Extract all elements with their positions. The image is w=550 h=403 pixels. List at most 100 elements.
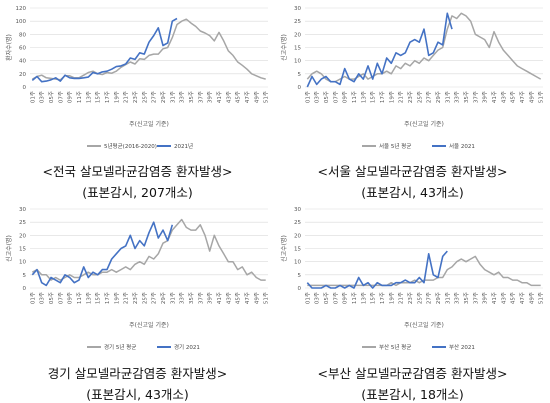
x-axis-title: 주(신고일 기준) <box>129 120 169 128</box>
y-tick-label: 10 <box>294 260 301 266</box>
chart-gyeonggi: 0 5 10 15 20 25 30 01주 03주 05주 07주 09주 11주 13주 15주 17주 1… <box>5 207 270 351</box>
series-line <box>306 250 448 289</box>
x-tick-label: 09주 <box>342 91 349 103</box>
x-axis-title: 주(신고일 기준) <box>404 321 444 329</box>
x-tick-label: 19주 <box>388 91 395 103</box>
x-tick-label: 41주 <box>491 91 498 103</box>
chart-caption-title: <부산 살모넬라균감염증 환자발생> <box>317 366 508 381</box>
legend-label: 경기 2021 <box>174 343 200 351</box>
x-tick-label: 17주 <box>379 91 386 103</box>
x-tick-label: 01주 <box>29 91 36 103</box>
x-tick-label: 17주 <box>104 292 111 304</box>
x-tick-label: 03주 <box>39 292 46 304</box>
x-tick-label: 47주 <box>519 91 526 103</box>
x-tick-label: 13주 <box>85 91 92 103</box>
x-tick-label: 33주 <box>179 91 186 103</box>
legend-label: 부산 5년 평균 <box>379 343 411 351</box>
x-tick-label: 41주 <box>216 292 223 304</box>
y-tick-label: 20 <box>294 233 301 239</box>
chart-caption-title: <서울 살모넬라균감염증 환자발생> <box>317 164 508 179</box>
x-tick-label: 15주 <box>95 292 102 304</box>
x-tick-label: 07주 <box>57 91 64 103</box>
x-tick-label: 01주 <box>304 91 311 103</box>
x-tick-label: 37주 <box>197 292 204 304</box>
y-tick-label: 20 <box>19 233 26 239</box>
x-tick-label: 45주 <box>235 91 242 103</box>
x-tick-label: 35주 <box>463 292 470 304</box>
y-tick-label: 20 <box>19 72 26 78</box>
x-tick-label: 51주 <box>538 292 545 304</box>
x-tick-label: 07주 <box>332 91 339 103</box>
x-tick-label: 21주 <box>123 91 130 103</box>
y-tick-label: 80 <box>19 32 26 38</box>
x-axis-title: 주(신고일 기준) <box>404 120 444 128</box>
x-tick-label: 05주 <box>323 292 330 304</box>
x-tick-label: 43주 <box>500 91 507 103</box>
x-tick-label: 05주 <box>48 91 55 103</box>
y-axis-title: 신고수(명) <box>280 34 288 61</box>
x-tick-label: 35주 <box>463 91 470 103</box>
chart-caption-subtitle: (표본감시, 18개소) <box>361 387 464 402</box>
chart-busan: 0 5 10 15 20 25 30 01주 03주 05주 07주 09주 11주 13주 15주 17주 1… <box>280 207 545 351</box>
y-tick-label: 5 <box>298 273 302 279</box>
x-tick-label: 23주 <box>407 91 414 103</box>
y-tick-label: 30 <box>294 6 301 12</box>
x-tick-label: 09주 <box>67 91 74 103</box>
x-tick-label: 37주 <box>472 91 479 103</box>
x-tick-label: 15주 <box>95 91 102 103</box>
y-tick-label: 5 <box>23 273 27 279</box>
x-tick-label: 45주 <box>510 292 517 304</box>
x-tick-label: 25주 <box>141 292 148 304</box>
x-tick-label: 45주 <box>510 91 517 103</box>
x-tick-label: 37주 <box>472 292 479 304</box>
y-tick-label: 30 <box>19 207 26 213</box>
x-tick-label: 11주 <box>351 292 358 304</box>
x-tick-label: 23주 <box>132 292 139 304</box>
y-tick-label: 25 <box>294 220 301 226</box>
series-line <box>31 17 178 83</box>
x-tick-label: 17주 <box>104 91 111 103</box>
x-tick-label: 33주 <box>179 292 186 304</box>
x-tick-label: 47주 <box>244 91 251 103</box>
y-tick-label: 120 <box>16 6 27 12</box>
x-tick-label: 35주 <box>188 91 195 103</box>
chart-seoul: 0 5 10 15 20 25 30 01주 03주 05주 07주 09주 11주 13주 15주 17주 1… <box>280 6 545 150</box>
y-tick-label: 60 <box>19 46 26 52</box>
x-tick-label: 49주 <box>253 91 260 103</box>
x-tick-label: 05주 <box>323 91 330 103</box>
x-tick-label: 41주 <box>216 91 223 103</box>
x-tick-label: 45주 <box>235 292 242 304</box>
x-tick-label: 09주 <box>67 292 74 304</box>
x-tick-label: 35주 <box>188 292 195 304</box>
x-tick-label: 31주 <box>444 91 451 103</box>
legend-label: 경기 5년 평균 <box>104 343 136 351</box>
x-tick-label: 33주 <box>454 91 461 103</box>
x-tick-label: 33주 <box>454 292 461 304</box>
x-tick-label: 49주 <box>253 292 260 304</box>
y-tick-label: 0 <box>298 85 302 91</box>
x-tick-label: 07주 <box>57 292 64 304</box>
x-tick-label: 27주 <box>426 292 433 304</box>
chart-panel-seoul: 0 5 10 15 20 25 30 01주 03주 05주 07주 09주 11주 13주 15주 17주 1… <box>275 0 550 201</box>
y-tick-label: 100 <box>16 19 27 25</box>
x-tick-label: 15주 <box>370 292 377 304</box>
x-tick-label: 51주 <box>538 91 545 103</box>
x-tick-label: 13주 <box>360 91 367 103</box>
x-tick-label: 01주 <box>29 292 36 304</box>
y-tick-label: 15 <box>294 46 301 52</box>
series-line <box>306 12 542 83</box>
x-tick-label: 49주 <box>528 292 535 304</box>
x-tick-label: 27주 <box>151 292 158 304</box>
x-tick-label: 11주 <box>76 91 83 103</box>
x-tick-label: 17주 <box>379 292 386 304</box>
x-tick-label: 13주 <box>85 292 92 304</box>
x-tick-label: 01주 <box>304 292 311 304</box>
x-tick-label: 31주 <box>169 292 176 304</box>
chart-caption-subtitle: (표본감시, 207개소) <box>82 185 193 200</box>
x-tick-label: 39주 <box>482 292 489 304</box>
chart-panel-national: 0 20 40 60 80 100 120 01주 03주 05주 07주 09주 11주 13주 15주 1… <box>0 0 275 201</box>
x-tick-label: 47주 <box>244 292 251 304</box>
y-tick-label: 5 <box>298 72 302 78</box>
y-tick-label: 30 <box>294 207 301 213</box>
series-line <box>31 218 266 281</box>
